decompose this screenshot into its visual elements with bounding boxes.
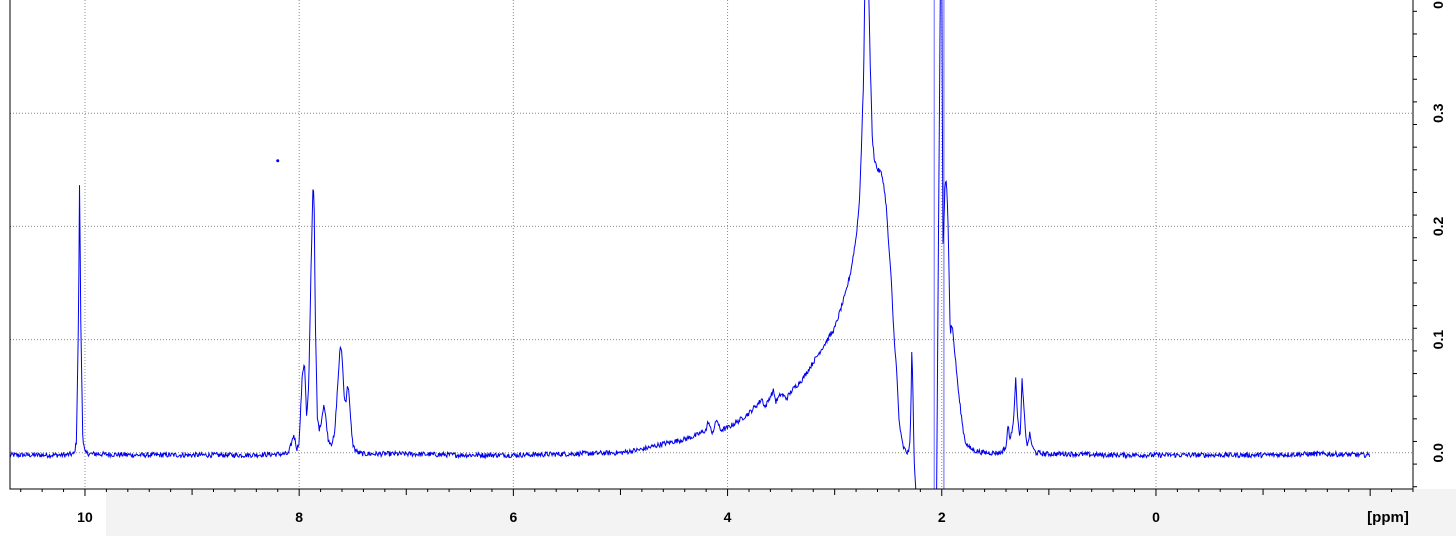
marker-lines	[933, 0, 945, 489]
x-tick-label: 10	[77, 509, 93, 525]
y-tick-label: 0.0	[1430, 443, 1446, 463]
y-tick-label: 0.3	[1430, 103, 1446, 123]
x-axis: 10 8 6 4 2 0	[20, 489, 1414, 525]
plot-frame	[9, 0, 1414, 490]
y-axis: 0.0 0.1 0.2 0.3	[1413, 10, 1446, 488]
y-tick-label: 0.1	[1430, 330, 1446, 350]
x-tick-label: 4	[724, 509, 732, 525]
x-axis-band-shade	[106, 489, 1456, 536]
stray-data-point	[276, 159, 280, 163]
x-tick-label: 8	[295, 509, 303, 525]
x-tick-label: 6	[509, 509, 517, 525]
spectrum-line	[10, 0, 1371, 489]
x-tick-label: 0	[1152, 509, 1160, 525]
spectrum-series	[10, 0, 1371, 489]
x-tick-label: 2	[938, 509, 946, 525]
x-axis-unit-label: [ppm]	[1367, 509, 1409, 526]
y-tick-label-top: 0	[1430, 1, 1446, 9]
y-tick-label: 0.2	[1430, 216, 1446, 236]
